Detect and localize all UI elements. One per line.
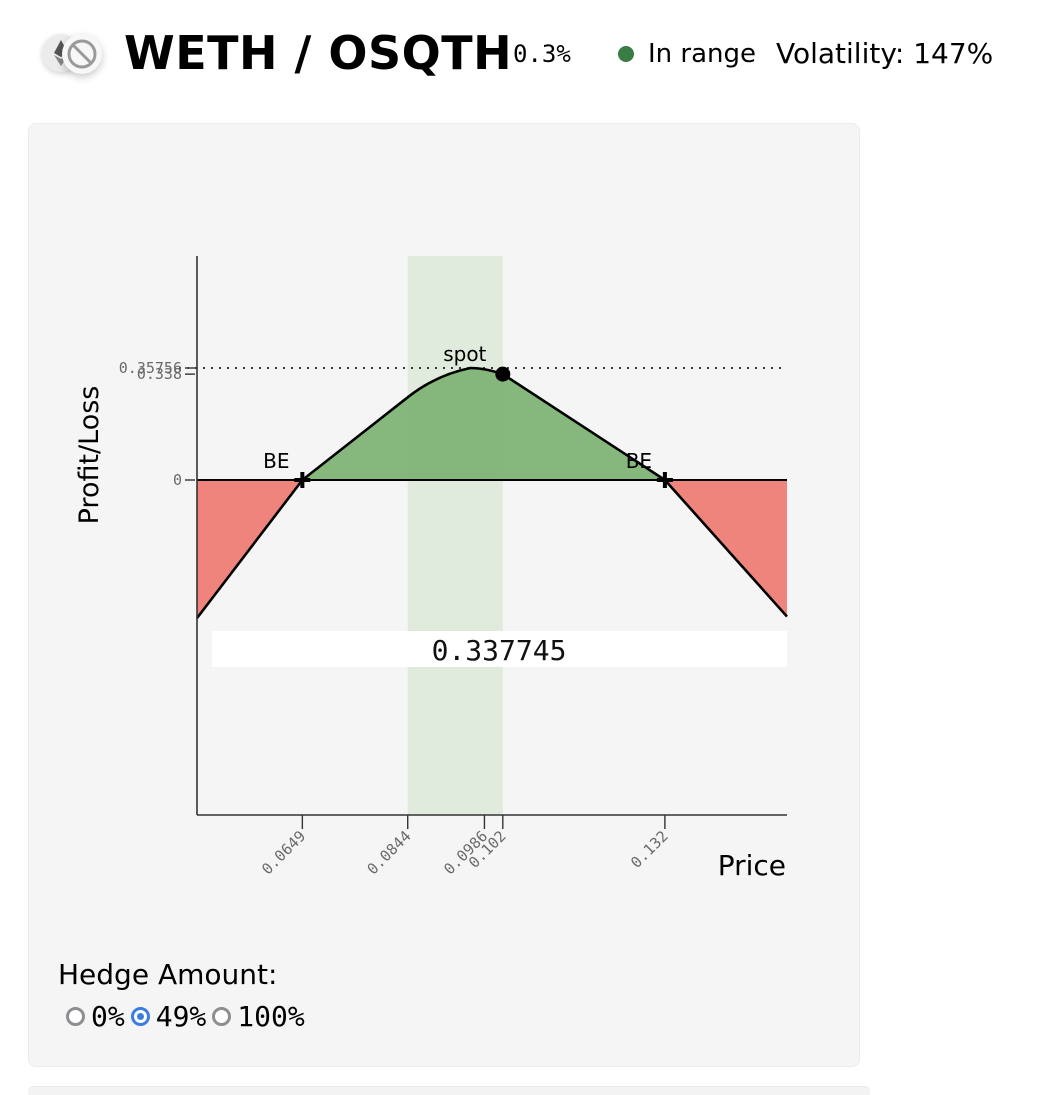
next-card-edge (28, 1086, 870, 1095)
x-tick-label: 0.0649 (258, 827, 309, 878)
value-box (212, 631, 787, 667)
hedge-radio-0[interactable] (66, 1007, 85, 1026)
hedge-options: 0% 49% 100% (66, 1000, 311, 1033)
y-tick-label: 0.35756 (119, 359, 182, 377)
y-tick-label: 0 (173, 471, 182, 489)
hedge-option-49[interactable]: 49% (130, 1000, 207, 1033)
osqth-token-icon (62, 34, 102, 74)
hedge-option-100[interactable]: 100% (212, 1000, 305, 1033)
x-axis-label: Price (718, 849, 786, 882)
fee-tier: 0.3% (513, 40, 571, 68)
markers: BE BE spot (263, 342, 673, 488)
volatility: Volatility: 147% (776, 37, 994, 70)
hedge-option-label: 100% (237, 1000, 305, 1033)
spot-label: spot (443, 342, 486, 366)
x-tick-label: 0.0844 (363, 827, 414, 878)
breakeven-label: BE (263, 449, 289, 473)
hedge-radio-49[interactable] (130, 1007, 150, 1026)
hedge-title: Hedge Amount: (58, 958, 278, 991)
in-range-dot-icon (618, 46, 634, 62)
spot-marker (495, 366, 511, 382)
value-tooltip: 0.337745 (212, 631, 787, 667)
y-tick-label: 0.338 (137, 365, 182, 383)
y-axis-label: Profit/Loss (74, 386, 105, 525)
hedge-option-0[interactable]: 0% (66, 1000, 125, 1033)
pair-title: WETH / OSQTH (124, 26, 513, 80)
token-pair-icons (38, 32, 110, 82)
in-range-band (407, 256, 503, 815)
x-tick-label: 0.132 (627, 827, 672, 872)
hedge-option-label: 0% (91, 1000, 125, 1033)
hedge-option-label: 49% (155, 1000, 207, 1033)
hedge-radio-100[interactable] (212, 1007, 232, 1026)
range-status: In range (648, 39, 757, 69)
hedge-amount: Hedge Amount: 0% 49% 100% (58, 958, 305, 1033)
hover-value: 0.337745 (432, 634, 567, 667)
breakeven-label: BE (626, 449, 652, 473)
profit-area (302, 368, 665, 480)
pool-header: WETH / OSQTH 0.3% In range Volatility: 1… (0, 0, 1042, 112)
